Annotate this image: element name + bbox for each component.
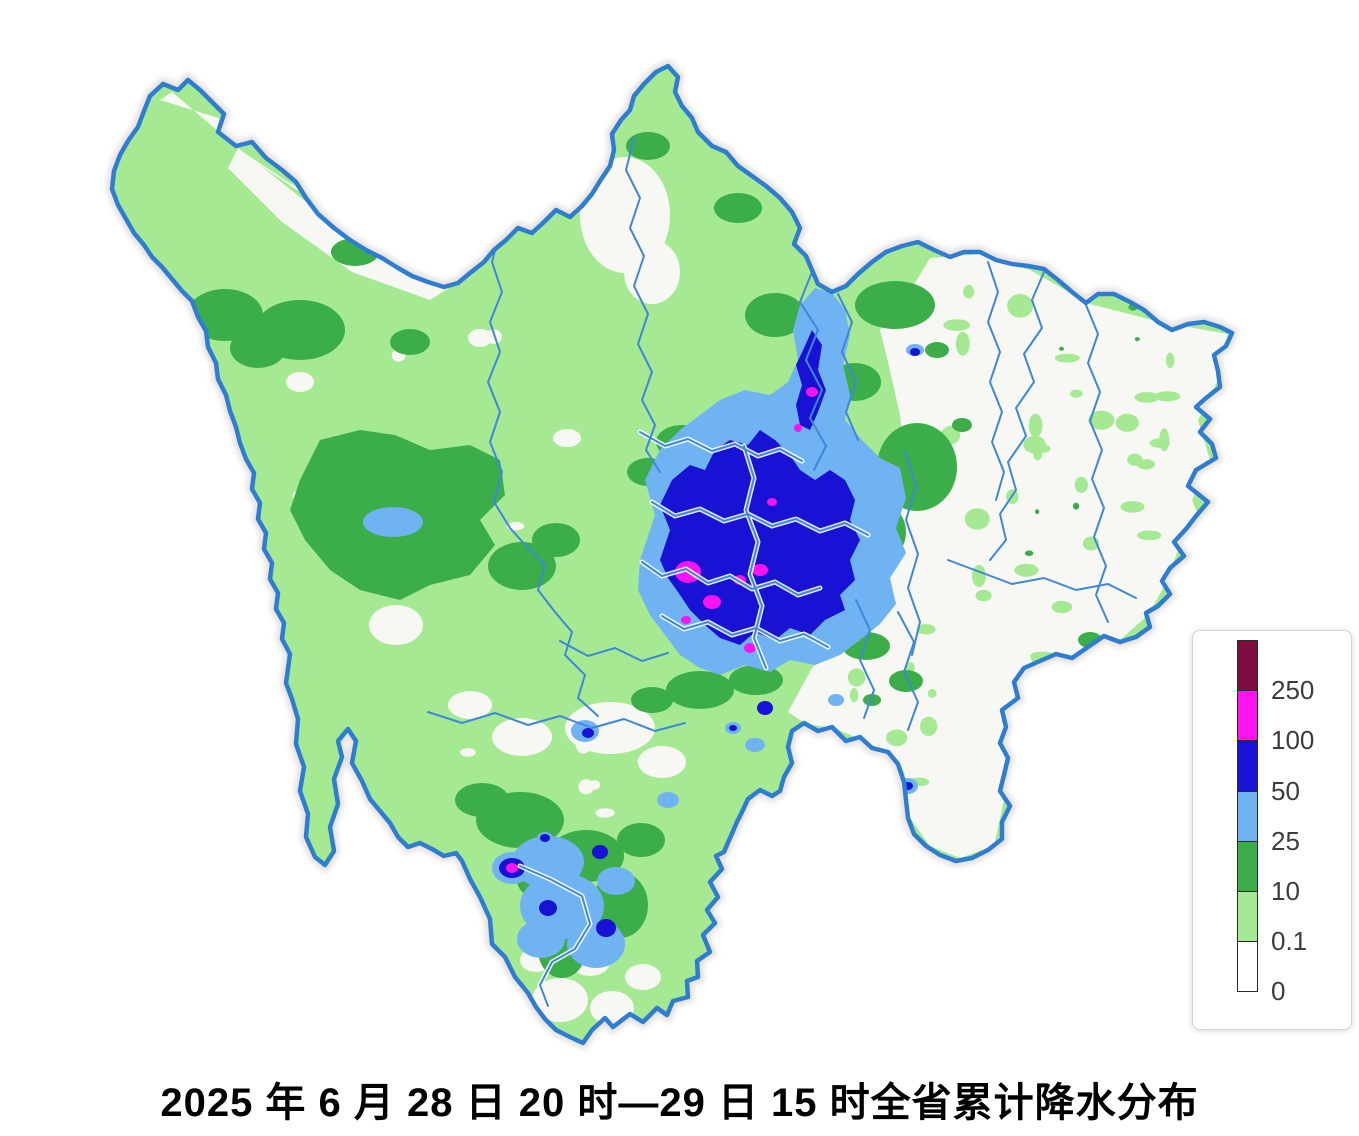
legend-swatch: [1237, 941, 1258, 993]
legend-label: 100: [1271, 725, 1315, 756]
legend-panel: 250 100 50 25 10 0.1 0: [1192, 630, 1352, 1030]
rain-speckle: [916, 624, 936, 635]
rain-speckle: [460, 748, 476, 757]
rain-speckle: [975, 589, 992, 602]
rain-speckle: [1165, 352, 1175, 369]
rain-speckle: [1088, 410, 1115, 430]
rain-speckle: [1154, 391, 1181, 402]
rain-speckle: [830, 169, 847, 179]
rain-speckle: [1028, 413, 1043, 438]
rain-speckle: [1074, 476, 1089, 493]
rain-speckle: [1054, 353, 1080, 363]
rain-speckle: [1070, 389, 1083, 398]
rain-speckle: [595, 808, 615, 818]
rain-speckle: [643, 224, 662, 237]
rain-speckle: [1082, 762, 1094, 771]
rain-speckle: [1120, 501, 1145, 513]
rain-speckle: [955, 331, 970, 356]
legend-swatch: [1237, 690, 1258, 742]
rain-speckle: [818, 229, 831, 238]
rain-speckle: [847, 668, 866, 687]
district-boundaries: [427, 137, 1137, 1009]
rain-10-25-blobs: [187, 132, 1140, 978]
rain-speckle: [1034, 509, 1040, 515]
rain-speckle: [1159, 428, 1170, 452]
rain-speckle: [906, 662, 915, 673]
rain-speckle: [927, 689, 937, 698]
rain-speckle: [1073, 502, 1080, 510]
rain-speckle: [1115, 413, 1139, 432]
rain-speckle: [1024, 550, 1034, 556]
rain-speckle: [854, 212, 872, 224]
legend-swatch: [1237, 790, 1258, 842]
rain-speckle: [1007, 294, 1034, 318]
rain-speckle: [1134, 337, 1140, 342]
map-title: 2025 年 6 月 28 日 20 时—29 日 15 时全省累计降水分布: [160, 1081, 1199, 1125]
rain-speckle: [1070, 749, 1083, 759]
legend-label: 10: [1271, 876, 1300, 906]
rain-speckle: [964, 508, 990, 530]
rain-speckle: [1034, 722, 1054, 734]
legend-label: 0.1: [1271, 926, 1308, 957]
rain-speckle: [1059, 346, 1064, 351]
rain-speckle: [578, 779, 594, 795]
rain-speckle: [920, 716, 938, 737]
rain-speckle: [963, 284, 975, 299]
legend-label: 0: [1271, 976, 1286, 1007]
rain-speckle: [1127, 453, 1143, 466]
rain-speckle: [849, 688, 859, 703]
rain-speckle: [648, 236, 665, 249]
legend-swatch: [1237, 640, 1258, 692]
legend-label: 250: [1271, 675, 1315, 706]
legend-swatch: [1237, 840, 1258, 892]
rain-speckle: [1046, 684, 1058, 694]
rain-speckle: [1056, 745, 1071, 755]
rain-speckle: [485, 329, 502, 344]
legend-label: 50: [1271, 775, 1300, 806]
rain-speckle: [1051, 600, 1073, 614]
rain-speckle: [1115, 757, 1135, 774]
rain-speckle: [1034, 444, 1051, 453]
rain-speckle: [1093, 696, 1110, 716]
rain-speckle: [971, 564, 986, 588]
legend-swatch: [1237, 740, 1258, 792]
rain-speckle: [1072, 664, 1082, 674]
legend-swatch: [1237, 891, 1258, 943]
rain-speckle: [943, 319, 971, 331]
legend-label: 25: [1271, 825, 1300, 856]
rain-speckle: [1134, 392, 1160, 403]
rain-speckle: [1137, 530, 1162, 541]
rain-speckle: [615, 157, 628, 171]
rain-speckle: [1014, 563, 1039, 577]
rain-speckle: [637, 754, 654, 768]
rain-speckle: [886, 729, 908, 747]
